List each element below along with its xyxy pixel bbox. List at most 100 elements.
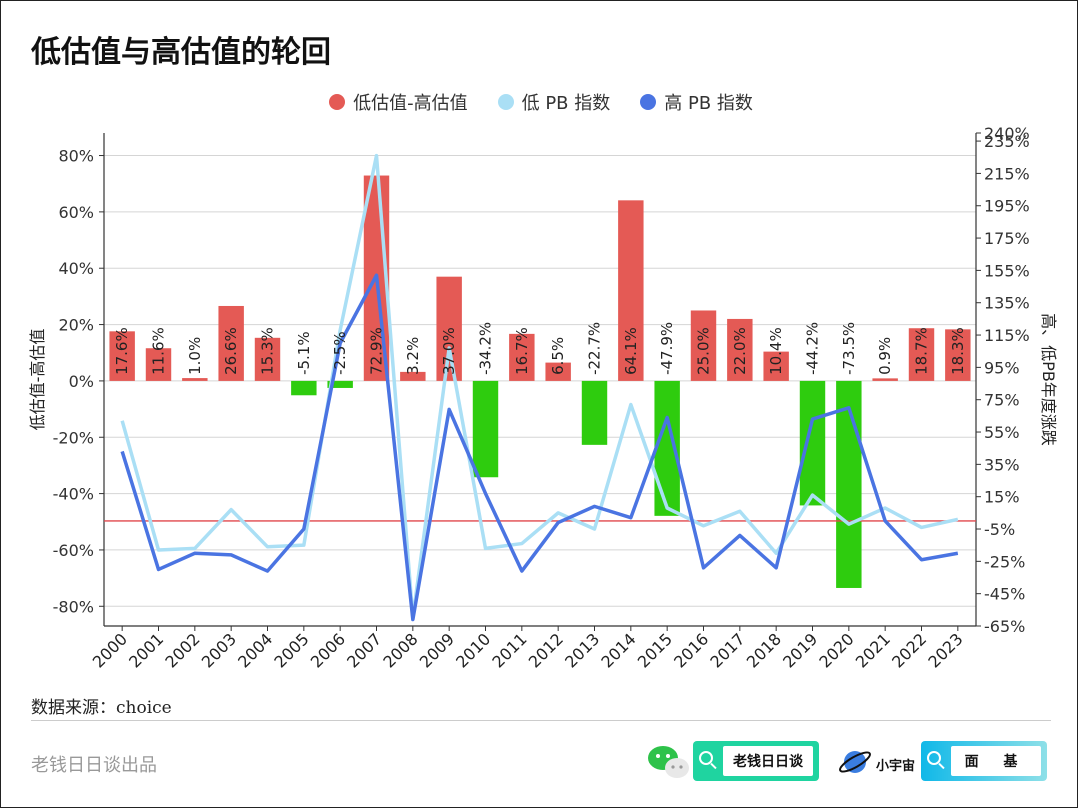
right-tick-label: 135%	[984, 294, 1030, 313]
bar-data-label: 72.9%	[368, 327, 386, 375]
bar-data-label: 15.3%	[259, 327, 277, 375]
right-tick-label: -5%	[984, 520, 1015, 539]
x-tick-label: 2012	[525, 629, 567, 671]
bar	[182, 378, 208, 381]
bar	[690, 310, 717, 381]
podcast-name: 小宇宙	[876, 759, 916, 774]
x-tick-label: 2023	[924, 629, 966, 671]
right-tick-label: 75%	[984, 391, 1020, 410]
right-tick-label: 240%	[984, 124, 1030, 143]
bar-data-label: 64.1%	[622, 327, 640, 375]
search-icon	[699, 751, 713, 765]
page-title: 低估值与高估值的轮回	[31, 35, 331, 70]
bar	[763, 351, 789, 381]
bar-data-label: 37.0%	[440, 327, 458, 375]
bar	[945, 329, 971, 381]
bar-data-label: -22.7%	[586, 322, 604, 375]
account-search-button[interactable]: 老钱日日谈	[693, 741, 819, 781]
x-tick-label: 2015	[634, 629, 676, 671]
legend-swatch-high-pb	[640, 94, 657, 110]
legend-label-low-pb: 低 PB 指数	[521, 93, 611, 114]
planet-icon[interactable]	[838, 745, 872, 779]
left-tick-label: -40%	[53, 485, 94, 504]
left-tick-label: 60%	[58, 203, 94, 222]
bar-data-label: 18.3%	[949, 327, 967, 375]
right-tick-label: 55%	[984, 423, 1020, 442]
divider	[31, 720, 1051, 721]
bar	[799, 380, 826, 506]
left-tick-label: 20%	[58, 316, 94, 335]
x-tick-label: 2004	[234, 629, 276, 671]
x-tick-label: 2000	[89, 629, 131, 671]
x-tick-label: 2022	[888, 629, 930, 671]
bar	[908, 328, 935, 381]
left-tick-label: 0%	[69, 372, 94, 391]
bar	[727, 318, 753, 381]
right-tick-label: 215%	[984, 164, 1030, 183]
bar	[254, 337, 281, 381]
x-tick-label: 2006	[307, 629, 349, 671]
x-tick-label: 2018	[743, 629, 785, 671]
x-tick-label: 2011	[488, 629, 530, 671]
legend-label-diff: 低估值-高估值	[353, 93, 468, 114]
right-tick-label: -45%	[984, 585, 1025, 604]
legend-item-diff[interactable]: 低估值-高估值	[329, 89, 468, 115]
x-tick-label: 2019	[779, 629, 821, 671]
bar	[109, 331, 135, 381]
x-tick-label: 2009	[416, 629, 458, 671]
bar	[581, 380, 608, 445]
left-axis-title: 低估值-高估值	[28, 329, 47, 431]
bar	[218, 305, 244, 381]
bar-data-label: -5.1%	[295, 331, 313, 375]
x-tick-label: 2005	[270, 629, 312, 671]
x-tick-label: 2010	[452, 629, 494, 671]
producer-credit: 老钱日日谈出品	[31, 755, 157, 776]
right-tick-label: 175%	[984, 229, 1030, 248]
bar-data-label: 0.9%	[876, 337, 894, 375]
bar	[291, 380, 317, 396]
legend-item-high-pb[interactable]: 高 PB 指数	[640, 89, 753, 115]
bar-data-label: 10.4%	[767, 327, 785, 375]
legend-item-low-pb[interactable]: 低 PB 指数	[497, 89, 611, 115]
right-tick-label: -25%	[984, 552, 1025, 571]
bar-data-label: 16.7%	[513, 327, 531, 375]
wechat-icon[interactable]	[646, 743, 690, 781]
x-tick-label: 2017	[706, 629, 748, 671]
bar-data-label: 25.0%	[695, 327, 713, 375]
bar	[436, 276, 462, 381]
footer-badges: 老钱日日谈 小宇宙 面 基	[646, 741, 1051, 783]
bar-data-label: 3.2%	[404, 337, 422, 375]
bar-data-label: 1.0%	[186, 337, 204, 375]
legend-swatch-low-pb	[497, 94, 514, 110]
combo-chart: 80% 60% 40% 20% 0% -20% -40% -60% -80% 240%235% 21…	[28, 124, 1058, 672]
account-name: 老钱日日谈	[723, 746, 813, 776]
legend: 低估值-高估值 低 PB 指数 高 PB 指数	[1, 89, 1080, 115]
x-tick-label: 2007	[343, 629, 385, 671]
bar	[618, 200, 644, 381]
x-tick-label: 2001	[125, 629, 167, 671]
bar-data-label: 18.7%	[913, 327, 931, 375]
bar	[400, 371, 426, 381]
meet-search-button[interactable]: 面 基	[921, 741, 1047, 781]
x-tick-label: 2016	[670, 629, 712, 671]
x-tick-label: 2013	[561, 629, 603, 671]
bar	[145, 348, 172, 381]
x-tick-label: 2002	[161, 629, 203, 671]
left-tick-label: -80%	[53, 597, 94, 616]
legend-label-high-pb: 高 PB 指数	[664, 93, 753, 114]
bar	[836, 380, 862, 588]
left-tick-label: -60%	[53, 541, 94, 560]
right-tick-label: 35%	[984, 455, 1020, 474]
right-axis-title: 高、低PB年度涨跌	[1039, 313, 1058, 446]
bar	[545, 362, 571, 381]
bar-data-label: 11.6%	[150, 327, 168, 375]
bar-data-label: -2.5%	[331, 331, 349, 375]
meet-label: 面 基	[951, 746, 1041, 776]
right-tick-label: 195%	[984, 197, 1030, 216]
right-tick-label: 155%	[984, 261, 1030, 280]
bar	[327, 380, 353, 388]
right-tick-label: 235%	[984, 132, 1030, 151]
x-tick-label: 2008	[379, 629, 421, 671]
search-icon	[927, 751, 941, 765]
left-tick-label: -20%	[53, 428, 94, 447]
